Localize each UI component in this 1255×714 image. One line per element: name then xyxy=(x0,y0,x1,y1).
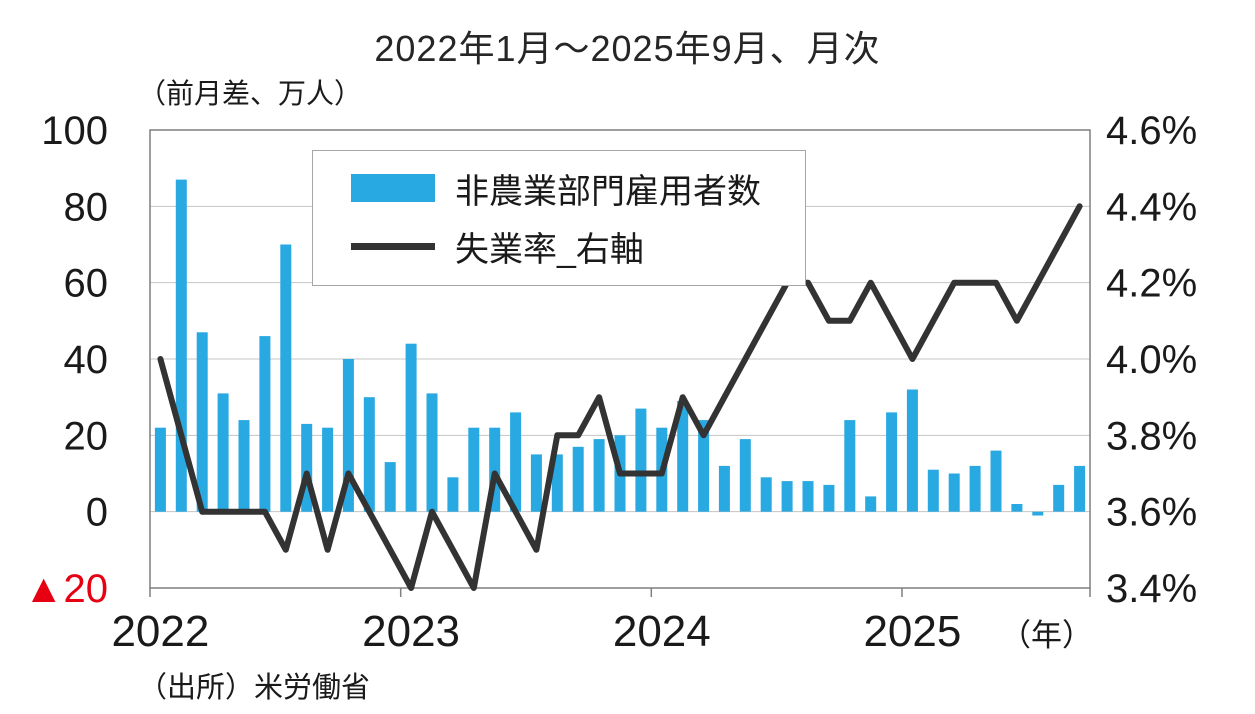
payroll-bar xyxy=(844,420,856,512)
payroll-bar xyxy=(280,244,292,512)
right-axis-labels: 4.6% 4.4% 4.2% 4.0% 3.8% 3.6% 3.4% xyxy=(1106,109,1197,611)
legend-label-unemployment: 失業率_右軸 xyxy=(455,230,644,269)
bar-series-swatch xyxy=(351,174,435,202)
payroll-bar xyxy=(760,477,772,512)
payroll-bar xyxy=(927,469,939,512)
left-axis-unit-label: （前月差、万人） xyxy=(138,78,363,109)
payroll-bar xyxy=(1011,504,1023,512)
payroll-bar xyxy=(698,420,710,512)
left-axis-labels: 100 80 60 40 20 0 ▲20 xyxy=(24,109,108,611)
left-axis-tick-label: 60 xyxy=(64,262,109,306)
payroll-bar xyxy=(886,412,898,512)
left-axis-tick-label: 100 xyxy=(41,109,108,153)
x-axis-year-label: 2023 xyxy=(362,607,460,656)
payroll-bar xyxy=(154,427,166,512)
x-axis-year-label: 2022 xyxy=(111,607,209,656)
payroll-bar xyxy=(739,439,751,512)
payroll-bar xyxy=(551,454,563,512)
payroll-bar xyxy=(510,412,522,512)
payroll-bar xyxy=(802,481,814,512)
payroll-bar xyxy=(468,427,480,512)
payroll-bar xyxy=(1032,511,1044,516)
legend-label-payrolls: 非農業部門雇用者数 xyxy=(455,172,761,211)
x-axis-unit-label: （年） xyxy=(1000,618,1093,653)
payroll-bars xyxy=(154,179,1086,516)
payroll-bar xyxy=(677,401,689,512)
payroll-bar xyxy=(718,465,730,512)
payroll-bar xyxy=(635,408,647,512)
right-axis-tick-label: 3.4% xyxy=(1106,567,1197,611)
payroll-bar xyxy=(781,481,793,512)
payroll-bar xyxy=(489,427,501,512)
left-axis-tick-label: 40 xyxy=(64,338,109,382)
left-axis-tick-label: 0 xyxy=(86,491,108,535)
payroll-bar xyxy=(530,454,542,512)
left-axis-tick-label: ▲20 xyxy=(24,567,108,611)
source-note: （出所）米労働省 xyxy=(138,672,371,704)
payroll-bar xyxy=(865,496,877,512)
legend-item-unemployment: 失業率_右軸 xyxy=(351,219,785,273)
left-axis-tick-label: 20 xyxy=(64,414,109,458)
payroll-bar xyxy=(196,332,208,512)
x-axis-labels: 2022 2023 2024 2025 xyxy=(111,588,1091,656)
payroll-bar xyxy=(426,393,438,512)
unemployment-line xyxy=(157,203,1083,591)
right-axis-tick-label: 4.2% xyxy=(1106,262,1197,306)
right-axis-tick-label: 3.8% xyxy=(1106,414,1197,458)
payroll-bar xyxy=(447,477,459,512)
payroll-bar xyxy=(1074,465,1086,512)
payroll-bar xyxy=(259,336,271,512)
x-axis-year-label: 2025 xyxy=(863,607,961,656)
payroll-bar xyxy=(238,420,250,512)
payroll-bar xyxy=(572,446,584,512)
payroll-bar xyxy=(1053,484,1065,512)
payroll-bar xyxy=(405,343,417,512)
payroll-bar xyxy=(384,462,396,512)
chart-title: 2022年1月～2025年9月、月次 xyxy=(374,28,881,69)
right-axis-tick-label: 4.4% xyxy=(1106,185,1197,229)
payroll-bar xyxy=(342,359,354,512)
line-series-swatch xyxy=(351,242,435,250)
payroll-bar xyxy=(593,439,605,512)
x-axis-year-label: 2024 xyxy=(613,607,711,656)
right-axis-tick-label: 4.0% xyxy=(1106,338,1197,382)
payroll-bar xyxy=(363,397,375,512)
payroll-bar xyxy=(322,427,334,512)
right-axis-tick-label: 4.6% xyxy=(1106,109,1197,153)
payroll-bar xyxy=(175,179,187,512)
legend: 非農業部門雇用者数 失業率_右軸 xyxy=(312,150,806,286)
payroll-bar xyxy=(969,465,981,512)
payroll-bar xyxy=(217,393,229,512)
payroll-bar xyxy=(823,484,835,512)
legend-item-payrolls: 非農業部門雇用者数 xyxy=(351,161,785,215)
right-axis-tick-label: 3.6% xyxy=(1106,491,1197,535)
left-axis-tick-label: 80 xyxy=(64,185,109,229)
plot-border xyxy=(149,129,1091,589)
payroll-bar xyxy=(990,450,1002,512)
payroll-bar xyxy=(948,473,960,512)
payroll-bar xyxy=(906,389,918,512)
payroll-bar xyxy=(301,423,313,512)
